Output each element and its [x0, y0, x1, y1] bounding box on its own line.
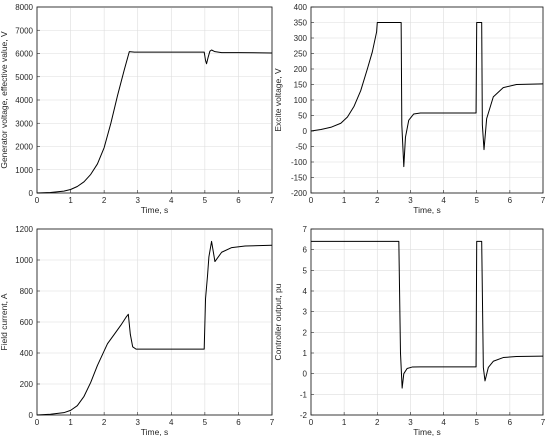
x-axis-label: Time, s — [141, 427, 169, 437]
y-tick-label: 0 — [303, 370, 308, 379]
x-tick-label: 1 — [68, 418, 73, 427]
x-tick-label: 2 — [102, 196, 107, 205]
x-tick-label: 1 — [68, 196, 73, 205]
x-tick-label: 2 — [375, 418, 380, 427]
y-tick-label: 1200 — [15, 225, 33, 234]
x-tick-label: 3 — [135, 196, 140, 205]
y-tick-label: -50 — [295, 143, 307, 152]
series-line — [36, 240, 273, 416]
x-tick-label: 3 — [408, 196, 413, 205]
y-tick-label: 0 — [29, 411, 34, 420]
x-axis-label: Time, s — [413, 205, 441, 215]
y-tick-label: -150 — [291, 174, 308, 183]
y-tick-label: 100 — [294, 96, 308, 105]
x-tick-label: 0 — [35, 196, 40, 205]
x-tick-label: 5 — [474, 418, 479, 427]
x-tick-label: 1 — [342, 196, 347, 205]
y-tick-label: 6000 — [15, 50, 33, 59]
x-tick-label: 4 — [441, 418, 446, 427]
x-tick-label: 7 — [541, 196, 546, 205]
x-tick-label: 7 — [541, 418, 546, 427]
y-tick-label: 4000 — [15, 96, 33, 105]
x-tick-label: 6 — [508, 418, 513, 427]
x-tick-label: 4 — [169, 418, 174, 427]
y-tick-label: 5 — [303, 266, 308, 275]
y-tick-label: 2 — [303, 328, 308, 337]
x-tick-label: 7 — [270, 196, 275, 205]
x-tick-label: 4 — [441, 196, 446, 205]
y-tick-label: 50 — [298, 112, 307, 121]
x-tick-label: 0 — [309, 196, 314, 205]
y-tick-label: -2 — [300, 411, 308, 420]
x-tick-label: 2 — [102, 418, 107, 427]
x-tick-label: 7 — [270, 418, 275, 427]
y-tick-label: 400 — [20, 349, 34, 358]
y-tick-label: 7000 — [15, 26, 33, 35]
x-tick-label: 3 — [408, 418, 413, 427]
plot-area — [310, 228, 544, 416]
y-axis-label: Controller output, pu — [273, 283, 283, 360]
y-tick-label: 7 — [303, 225, 308, 234]
y-tick-label: 400 — [294, 3, 308, 12]
series-line — [310, 22, 544, 168]
chart-panel-4: 0 1 2 3 4 5 6 7 -2 -1 0 1 2 3 4 5 6 7 Time, s Controller ou… — [273, 225, 546, 437]
y-tick-label: 1000 — [15, 256, 33, 265]
y-tick-label: 800 — [20, 287, 34, 296]
series-line — [311, 240, 544, 389]
y-tick-label: 1000 — [15, 166, 33, 175]
y-tick-label: 0 — [303, 127, 308, 136]
x-tick-label: 5 — [203, 196, 208, 205]
y-tick-label: 3 — [303, 308, 308, 317]
y-tick-label: 2000 — [15, 143, 33, 152]
y-tick-label: 150 — [294, 81, 308, 90]
y-tick-label: 350 — [294, 19, 308, 28]
y-tick-label: 600 — [20, 318, 34, 327]
y-axis-label: Generator voltage, effective value, V — [0, 31, 9, 169]
y-tick-label: 3000 — [15, 119, 33, 128]
chart-panel-2: 0 1 2 3 4 5 6 7 -200 -150 -100 -50 0 50 100 150 200 250 30… — [273, 3, 546, 215]
x-tick-label: 0 — [35, 418, 40, 427]
plot-border — [310, 228, 544, 416]
y-tick-label: 6 — [303, 246, 308, 255]
y-tick-label: 1 — [303, 349, 308, 358]
x-tick-label: 6 — [508, 196, 513, 205]
y-tick-label: -200 — [291, 189, 308, 198]
y-axis-label: Field current, A — [0, 293, 9, 350]
x-tick-label: 1 — [342, 418, 347, 427]
y-tick-label: 0 — [29, 189, 34, 198]
x-tick-label: 6 — [236, 196, 241, 205]
y-axis-label: Excite voltage, V — [273, 68, 283, 132]
x-tick-label: 4 — [169, 196, 174, 205]
y-tick-label: 200 — [20, 380, 34, 389]
y-tick-label: 5000 — [15, 73, 33, 82]
y-tick-label: 200 — [294, 65, 308, 74]
chart-panel-3: 0 1 2 3 4 5 6 7 0 200 400 600 800 1000 1200 Time, s Fiel… — [0, 225, 275, 437]
x-tick-label: 5 — [203, 418, 208, 427]
series-line — [36, 49, 273, 194]
x-tick-label: 2 — [375, 196, 380, 205]
y-tick-label: 250 — [294, 50, 308, 59]
y-tick-label: 300 — [294, 34, 308, 43]
x-tick-label: 0 — [309, 418, 314, 427]
y-tick-label: 8000 — [15, 3, 33, 12]
x-tick-label: 6 — [236, 418, 241, 427]
x-axis-label: Time, s — [413, 427, 441, 437]
y-tick-label: -1 — [300, 390, 308, 399]
x-axis-label: Time, s — [141, 205, 169, 215]
x-tick-label: 3 — [135, 418, 140, 427]
y-tick-label: 4 — [303, 287, 308, 296]
y-tick-label: -100 — [291, 158, 308, 167]
x-tick-label: 5 — [474, 196, 479, 205]
chart-panel-1: 0 1 2 3 4 5 6 7 0 1000 2000 3000 4000 5000 6000 7000 800… — [0, 3, 275, 215]
